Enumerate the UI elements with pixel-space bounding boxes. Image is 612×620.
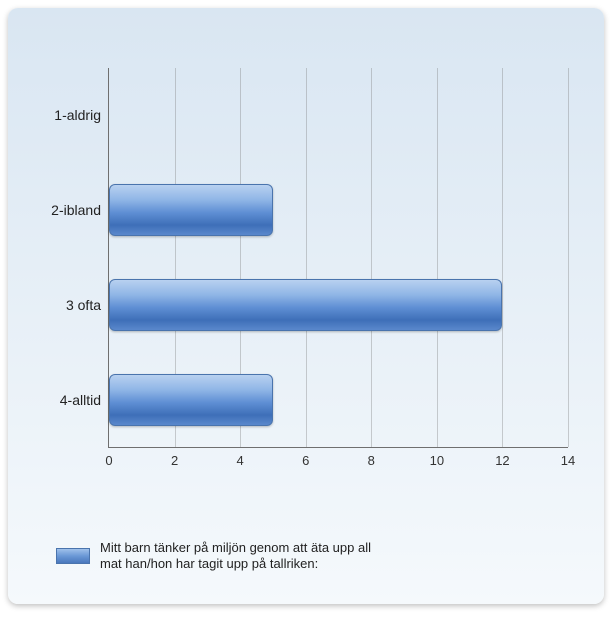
bar [109, 374, 273, 426]
x-tick-label: 10 [417, 447, 457, 468]
category-row: 4-alltid [109, 352, 568, 447]
gridline [568, 68, 569, 447]
x-tick-label: 8 [351, 447, 391, 468]
category-row: 1-aldrig [109, 68, 568, 163]
category-row: 3 ofta [109, 258, 568, 353]
x-tick-label: 6 [286, 447, 326, 468]
legend: Mitt barn tänker på miljön genom att äta… [56, 540, 376, 573]
category-row: 2-ibland [109, 163, 568, 258]
x-tick-label: 2 [155, 447, 195, 468]
y-tick-label: 3 ofta [66, 297, 109, 313]
chart-card: 024681012141-aldrig2-ibland3 ofta4-allti… [8, 8, 604, 604]
y-tick-label: 4-alltid [60, 392, 109, 408]
bar [109, 279, 502, 331]
legend-label: Mitt barn tänker på miljön genom att äta… [100, 540, 376, 573]
x-tick-label: 4 [220, 447, 260, 468]
plot-area: 024681012141-aldrig2-ibland3 ofta4-allti… [108, 68, 568, 448]
bar [109, 184, 273, 236]
x-tick-label: 12 [482, 447, 522, 468]
legend-swatch [56, 548, 90, 564]
y-tick-label: 1-aldrig [54, 107, 109, 123]
y-tick-label: 2-ibland [51, 202, 109, 218]
x-tick-label: 14 [548, 447, 588, 468]
x-tick-label: 0 [89, 447, 129, 468]
